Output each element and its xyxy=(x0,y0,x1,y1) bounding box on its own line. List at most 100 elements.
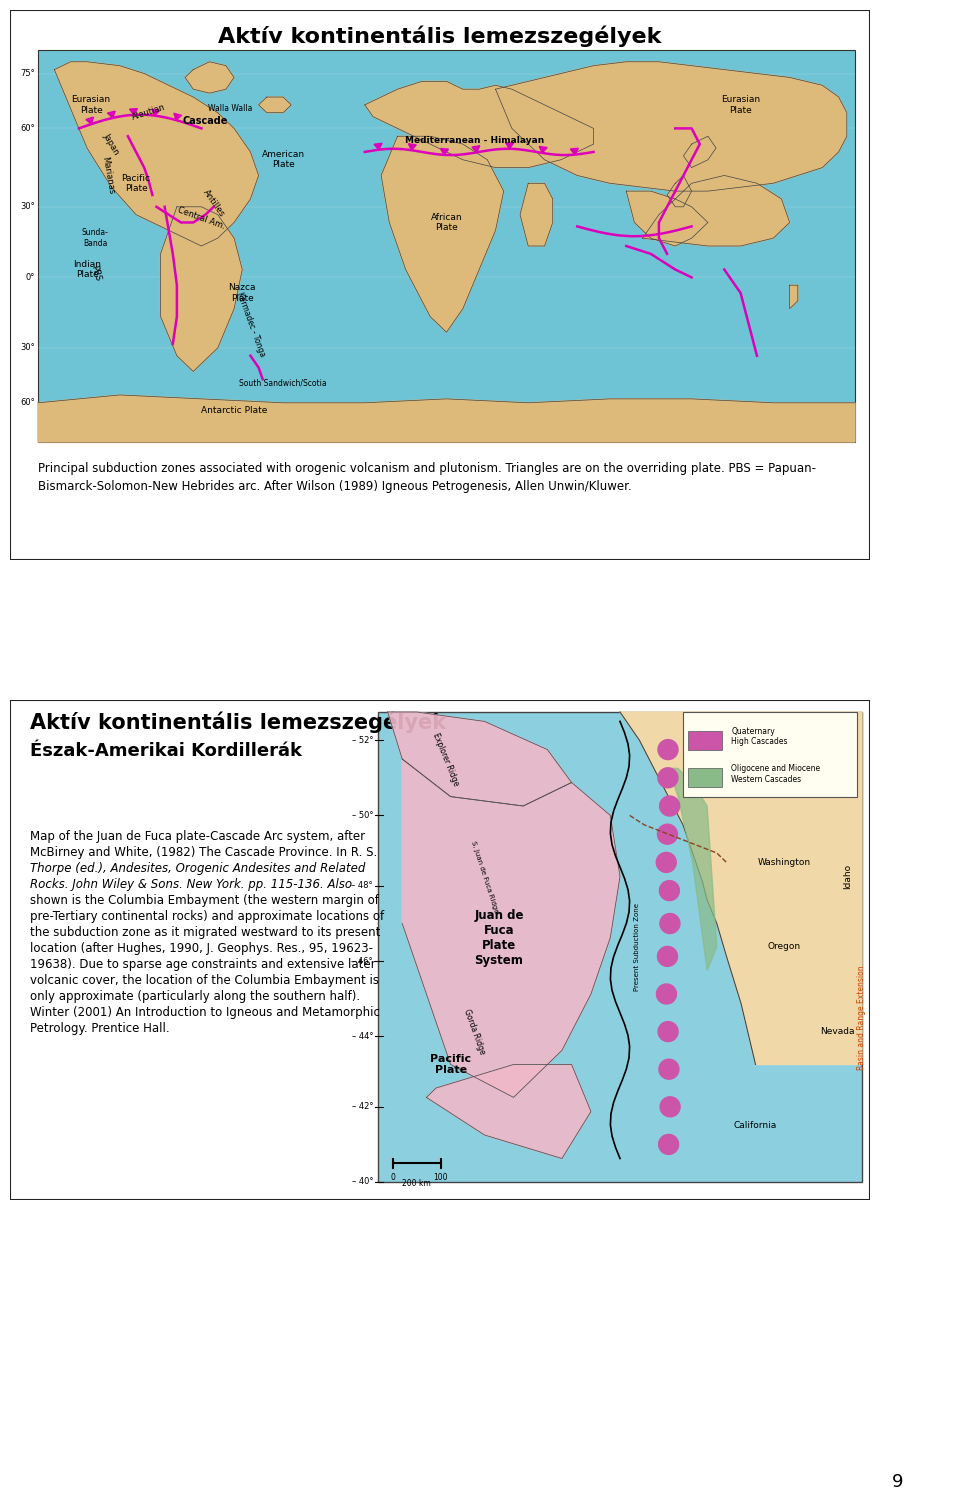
Text: Oregon: Oregon xyxy=(768,943,802,952)
Bar xyxy=(687,769,722,787)
Text: Kermadec - Tonga: Kermadec - Tonga xyxy=(234,291,266,357)
Polygon shape xyxy=(152,110,159,116)
Bar xyxy=(38,50,855,441)
Polygon shape xyxy=(495,62,847,191)
Text: Aktív kontinentális lemezszegélyek: Aktív kontinentális lemezszegélyek xyxy=(218,26,661,47)
Text: Nazca
Plate: Nazca Plate xyxy=(228,284,256,303)
Polygon shape xyxy=(426,1064,591,1159)
Polygon shape xyxy=(38,395,855,441)
Text: 0°: 0° xyxy=(26,273,35,282)
Polygon shape xyxy=(506,143,514,149)
Polygon shape xyxy=(790,285,798,309)
Text: Present Subduction Zone: Present Subduction Zone xyxy=(634,904,640,991)
Circle shape xyxy=(660,853,681,872)
Polygon shape xyxy=(388,711,571,806)
Polygon shape xyxy=(85,117,93,125)
Text: pre-Tertiary continental rocks) and approximate locations of: pre-Tertiary continental rocks) and appr… xyxy=(30,910,384,923)
Circle shape xyxy=(658,914,678,934)
Text: – 48°: – 48° xyxy=(351,881,373,890)
Text: Sunda-
Banda: Sunda- Banda xyxy=(82,228,108,248)
Text: Principal subduction zones associated with orogenic volcanism and plutonism. Tri: Principal subduction zones associated wi… xyxy=(38,462,816,474)
Polygon shape xyxy=(668,769,717,971)
Text: Idaho: Idaho xyxy=(843,865,852,889)
Text: Juan de
Fuca
Plate
System: Juan de Fuca Plate System xyxy=(474,908,524,967)
Text: – 40°: – 40° xyxy=(351,1177,373,1186)
Text: Pacific
Plate: Pacific Plate xyxy=(122,174,151,194)
Bar xyxy=(683,711,857,797)
Text: Aleutian: Aleutian xyxy=(131,104,166,123)
Polygon shape xyxy=(55,62,258,246)
Text: American
Plate: American Plate xyxy=(261,150,304,170)
Text: S. Juan de Fuca Ridge: S. Juan de Fuca Ridge xyxy=(470,839,499,913)
Polygon shape xyxy=(684,137,716,168)
Circle shape xyxy=(659,769,679,788)
Polygon shape xyxy=(160,207,242,371)
Polygon shape xyxy=(374,143,382,150)
Text: 60°: 60° xyxy=(20,398,35,407)
Circle shape xyxy=(659,1022,679,1042)
Text: Central Am.: Central Am. xyxy=(177,206,227,231)
Circle shape xyxy=(659,1097,679,1117)
Text: 30°: 30° xyxy=(20,203,35,212)
Circle shape xyxy=(657,947,677,967)
Polygon shape xyxy=(174,113,181,120)
Polygon shape xyxy=(441,149,448,155)
Text: Eurasian
Plate: Eurasian Plate xyxy=(721,95,760,114)
Polygon shape xyxy=(520,183,553,246)
Text: 75°: 75° xyxy=(20,69,35,78)
Polygon shape xyxy=(620,711,862,1064)
Text: – 46°: – 46° xyxy=(351,956,373,965)
Text: 30°: 30° xyxy=(20,344,35,353)
Text: British Columbia: British Columbia xyxy=(747,782,822,791)
Text: – 44°: – 44° xyxy=(351,1031,373,1040)
Polygon shape xyxy=(642,176,790,246)
Text: Antilles: Antilles xyxy=(201,188,227,218)
Circle shape xyxy=(660,1135,680,1154)
Circle shape xyxy=(660,881,681,901)
Circle shape xyxy=(660,740,681,760)
Text: 60°: 60° xyxy=(20,125,35,134)
Text: Quaternary
High Cascades: Quaternary High Cascades xyxy=(732,726,788,746)
Bar xyxy=(687,731,722,749)
Text: Washington: Washington xyxy=(758,859,811,868)
Text: Thorpe (ed.), Andesites, Orogenic Andesites and Related: Thorpe (ed.), Andesites, Orogenic Andesi… xyxy=(30,862,366,875)
Polygon shape xyxy=(402,760,620,1097)
Text: volcanic cover, the location of the Columbia Embayment is: volcanic cover, the location of the Colu… xyxy=(30,974,379,988)
Polygon shape xyxy=(540,146,547,153)
Text: South Sandwich/Scotia: South Sandwich/Scotia xyxy=(239,378,327,387)
Text: Cascade: Cascade xyxy=(182,116,228,126)
Text: California: California xyxy=(733,1121,778,1130)
Polygon shape xyxy=(130,108,137,116)
Text: Antarctic Plate: Antarctic Plate xyxy=(201,407,267,416)
Text: Explorer Ridge: Explorer Ridge xyxy=(431,731,461,787)
Text: Map of the Juan de Fuca plate-Cascade Arc system, after: Map of the Juan de Fuca plate-Cascade Ar… xyxy=(30,830,365,844)
Bar xyxy=(378,711,862,1181)
Text: location (after Hughes, 1990, J. Geophys. Res., 95, 19623-: location (after Hughes, 1990, J. Geophys… xyxy=(30,943,373,955)
Text: Indian
Plate: Indian Plate xyxy=(73,260,101,279)
Polygon shape xyxy=(570,149,578,155)
Text: Bismarck-Solomon-New Hebrides arc. After Wilson (1989) Igneous Petrogenesis, All: Bismarck-Solomon-New Hebrides arc. After… xyxy=(38,480,632,492)
Text: – 42°: – 42° xyxy=(351,1102,373,1111)
Text: 200 km: 200 km xyxy=(402,1178,431,1187)
Polygon shape xyxy=(408,144,417,150)
Text: Rocks. John Wiley & Sons. New York. pp. 115-136. Also: Rocks. John Wiley & Sons. New York. pp. … xyxy=(30,878,352,892)
Text: PBS: PBS xyxy=(88,264,102,282)
Circle shape xyxy=(659,824,679,844)
Polygon shape xyxy=(108,111,115,119)
Text: shown is the Columbia Embayment (the western margin of: shown is the Columbia Embayment (the wes… xyxy=(30,895,379,907)
Text: Gorda Ridge: Gorda Ridge xyxy=(463,1007,487,1055)
Polygon shape xyxy=(185,62,234,93)
Circle shape xyxy=(660,1060,680,1079)
Circle shape xyxy=(656,985,676,1004)
Text: – 52°: – 52° xyxy=(351,735,373,744)
Text: Mediterranean - Himalayan: Mediterranean - Himalayan xyxy=(405,135,544,144)
Text: Nevada: Nevada xyxy=(821,1027,855,1036)
Polygon shape xyxy=(626,191,708,246)
Text: 19638). Due to sparse age constraints and extensive later: 19638). Due to sparse age constraints an… xyxy=(30,958,375,971)
Text: 0: 0 xyxy=(390,1172,395,1181)
Polygon shape xyxy=(667,176,691,207)
Text: African
Plate: African Plate xyxy=(431,213,463,233)
Text: 9: 9 xyxy=(892,1474,903,1490)
Text: Aktív kontinentális lemezszegélyek: Aktív kontinentális lemezszegélyek xyxy=(30,711,446,734)
Polygon shape xyxy=(381,137,504,332)
